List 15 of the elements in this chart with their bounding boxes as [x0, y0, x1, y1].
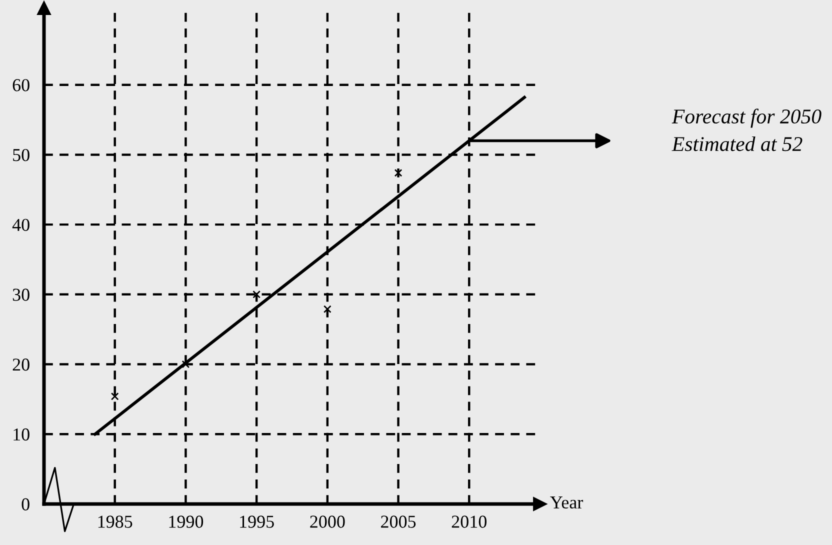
x-tick-label: 2005 — [381, 516, 416, 528]
x-tick-label: 1990 — [169, 516, 204, 528]
x-tick-label: 1985 — [98, 516, 132, 528]
y-tick-label: 20 — [12, 358, 30, 371]
y-tick-label: 0 — [22, 498, 30, 510]
y-tick-label: 10 — [14, 428, 30, 441]
y-tick-label: 50 — [13, 148, 30, 162]
x-tick-label: 2010 — [452, 516, 487, 528]
x-axis-title: Year — [550, 496, 584, 509]
y-tick-label: 30 — [12, 288, 30, 301]
text: Forecast for 2050 Estimated at 52 — [672, 108, 822, 152]
y-tick-label: 40 — [12, 218, 30, 232]
x-tick-label: 2000 — [310, 516, 345, 528]
y-tick-label: 60 — [12, 79, 30, 92]
x-tick-label: 1995 — [240, 516, 274, 528]
